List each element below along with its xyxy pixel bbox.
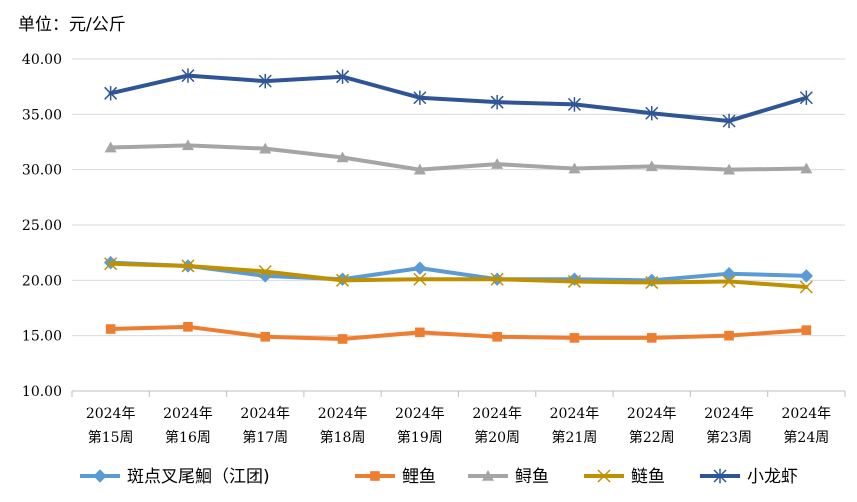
data-point [722,113,736,129]
data-point [568,162,581,174]
data-point [336,69,350,84]
data-point [567,97,581,112]
data-point [799,280,813,294]
x-tick-label: 2024年 [627,406,677,422]
data-point [337,334,348,344]
data-point [800,162,813,174]
series-line [108,261,809,289]
data-point [490,272,504,286]
y-tick-label: 40.00 [22,52,62,68]
series-line [108,73,809,123]
legend-marker [597,469,611,483]
legend-item: 鲟鱼 [468,467,549,487]
legend-label: 小龙虾 [747,467,798,487]
x-tick-label: 2024年 [472,406,522,422]
x-tick-label: 2024年 [782,406,832,422]
legend-marker [370,471,380,481]
data-point [104,141,117,153]
data-point [183,322,193,332]
legend-marker [482,470,494,481]
y-tick-label: 25.00 [22,218,62,234]
series-line [108,260,809,283]
data-point [258,73,272,89]
data-point [181,68,195,83]
y-tick-label: 30.00 [22,163,62,179]
x-tick-label: 第19周 [397,429,443,446]
data-point [724,330,734,341]
data-point [645,276,659,290]
x-tick-label: 第18周 [320,429,366,446]
data-point [258,264,272,279]
data-point [645,106,659,121]
unit-label: 单位：元/公斤 [18,15,126,35]
legend-marker [713,468,727,484]
data-point [490,94,504,110]
data-point [413,90,427,105]
legend: 斑点叉尾鮰（江团) 鲤鱼 鲟鱼 鲢鱼 小龙虾 [80,467,798,487]
series-line [108,324,809,341]
x-tick-label: 2024年 [395,406,445,422]
series-group [104,257,813,294]
data-point [181,139,194,151]
data-point [722,274,736,288]
legend-label: 鲟鱼 [515,467,549,487]
data-point [492,331,502,342]
x-tick-label: 第23周 [706,429,752,446]
y-tick-label: 15.00 [22,329,62,345]
data-point [569,333,580,343]
x-tick-label: 2024年 [163,406,213,422]
data-point [801,325,812,335]
data-point [260,331,271,342]
data-point [413,163,426,175]
data-point [723,163,736,175]
legend-item: 小龙虾 [700,467,798,487]
data-point [181,259,195,273]
legend-item: 斑点叉尾鮰（江团) [80,467,270,487]
legend-label: 斑点叉尾鮰（江团) [127,467,270,487]
legend-label: 鲢鱼 [631,467,665,487]
data-point [646,333,657,343]
data-point [336,273,350,287]
series-group [104,68,813,129]
grid-lines [72,58,845,392]
x-tick-label: 第24周 [783,429,829,446]
y-tick-label: 10.00 [22,384,62,400]
x-tick-label: 第17周 [242,429,288,446]
legend-label: 鲤鱼 [402,467,436,487]
x-tick-label: 第21周 [552,429,598,446]
data-point [799,269,814,283]
x-tick-label: 2024年 [240,406,290,422]
legend-item: 鲢鱼 [584,467,665,487]
data-point [567,274,581,288]
series-group [105,322,812,344]
data-point [105,324,116,334]
y-tick-label: 20.00 [22,273,62,289]
x-tick-label: 第15周 [88,429,134,446]
data-point [104,257,118,271]
x-tick-label: 2024年 [704,406,754,422]
y-tick-label: 35.00 [22,107,62,123]
legend-marker [93,469,107,483]
data-point [413,261,427,275]
data-point [104,86,118,101]
series-line [108,143,809,172]
data-point [336,151,349,163]
x-tick-label: 第16周 [165,429,211,446]
data-point [413,272,427,286]
data-point [799,90,813,105]
x-tick-label: 2024年 [550,406,600,422]
x-tick-label: 2024年 [318,406,368,422]
axes: 10.00 15.00 20.00 25.00 30.00 35.00 40.00 2024年… [22,52,846,446]
data-point [259,142,272,154]
x-tick-label: 2024年 [86,406,136,422]
series-lines [103,68,814,344]
series-group [104,139,813,175]
legend-item: 鲤鱼 [355,467,436,487]
data-point [645,160,658,172]
data-point [415,327,425,338]
x-tick-label: 第22周 [629,429,675,446]
data-point [491,158,504,169]
x-tick-label: 第20周 [474,429,520,446]
